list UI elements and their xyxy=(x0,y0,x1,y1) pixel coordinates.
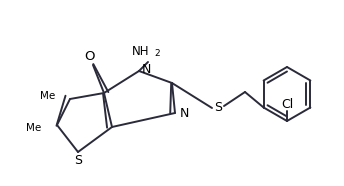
Text: Me: Me xyxy=(40,91,55,101)
Text: Cl: Cl xyxy=(281,97,293,110)
Text: N: N xyxy=(180,107,190,119)
Text: O: O xyxy=(84,49,94,62)
Text: S: S xyxy=(214,100,222,113)
Text: NH: NH xyxy=(131,44,149,57)
Text: 2: 2 xyxy=(154,49,160,57)
Text: N: N xyxy=(142,62,151,76)
Text: Me: Me xyxy=(26,123,41,133)
Text: S: S xyxy=(74,155,82,168)
